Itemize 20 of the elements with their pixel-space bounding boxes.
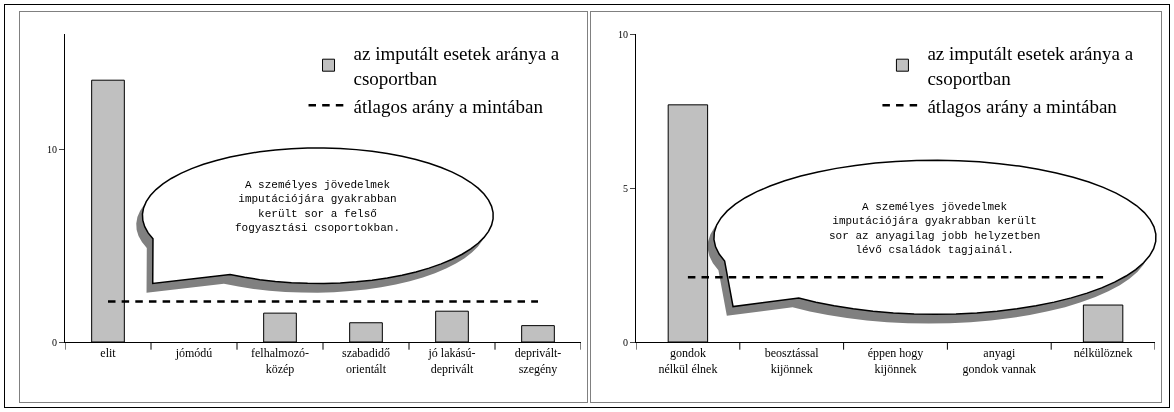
- x-tick-label: deprivált-szegény: [514, 346, 562, 376]
- annotation: A személyes jövedelmek imputációjára gyakrabban került sor az anyagilag jobb helyzetben lévő családok tagjainál.: [829, 201, 1041, 256]
- legend-label: átlagos arány a mintában: [927, 95, 1118, 117]
- x-tick-label: éppen hogy kijönnek: [867, 346, 924, 376]
- annotation: A személyes jövedelmek imputációjára gyakrabban került sor a felső fogyasztási csoportokban.: [235, 179, 401, 234]
- y-tick-label: 5: [623, 182, 628, 194]
- x-tick-label: szabadidő orientált: [342, 346, 390, 376]
- x-tick-label: elit: [100, 346, 117, 361]
- x-tick-label: nélkülöznek: [1073, 346, 1133, 361]
- legend-label: átlagos arány a mintában: [353, 95, 544, 117]
- x-tick-label: jó lakású-deprivált: [427, 346, 476, 376]
- x-tick-label: anyagi gondok vannak: [962, 346, 1037, 376]
- y-tick-label: 10: [618, 28, 628, 40]
- x-tick-label: felhalmozó-közép: [251, 346, 309, 376]
- y-tick-label: 0: [52, 336, 57, 348]
- x-tick-label: jómódú: [174, 346, 213, 361]
- x-tick-label: beosztással kijönnek: [764, 346, 820, 376]
- y-tick-label: 10: [47, 144, 57, 155]
- y-tick-label: 0: [623, 336, 628, 348]
- x-tick-label: gondok nélkül élnek: [658, 346, 718, 376]
